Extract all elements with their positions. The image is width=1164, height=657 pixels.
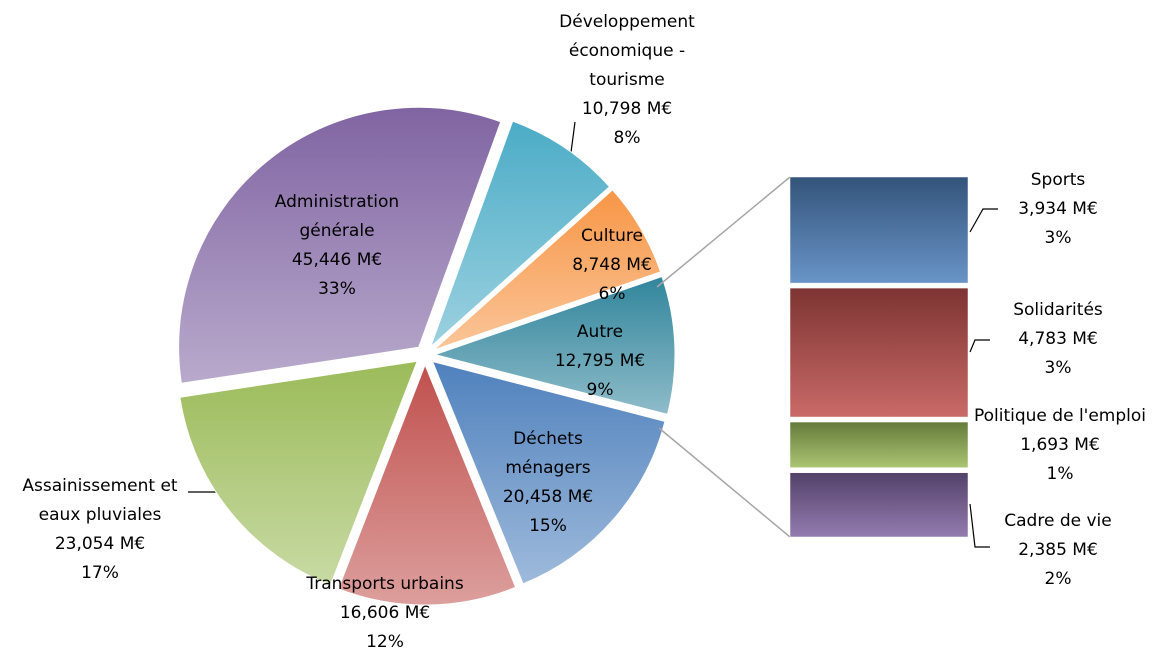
- data-label: Culture 8,748 M€ 6%: [562, 222, 662, 309]
- label-percent: 33%: [318, 279, 356, 299]
- bar-segment: [789, 472, 969, 538]
- pie-slice: [337, 363, 517, 606]
- leader-line: [969, 503, 990, 548]
- label-value: 23,054 M€: [54, 534, 146, 554]
- label-name: Politique de l'emploi: [973, 406, 1147, 426]
- data-label: Déchets ménagers 20,458 M€ 15%: [493, 425, 603, 541]
- label-value: 10,798 M€: [581, 99, 673, 119]
- pie-slice: [179, 360, 418, 586]
- label-percent: 9%: [586, 380, 614, 400]
- label-percent: 6%: [598, 284, 626, 304]
- data-label: Administration générale 45,446 M€ 33%: [262, 188, 412, 304]
- label-value: 4,783 M€: [1018, 329, 1098, 349]
- data-label: Politique de l'emploi 1,693 M€ 1%: [955, 402, 1164, 489]
- label-value: 45,446 M€: [291, 250, 383, 270]
- label-percent: 1%: [1046, 464, 1074, 484]
- label-name: Développement économique - tourisme: [559, 12, 695, 90]
- label-percent: 3%: [1044, 228, 1072, 248]
- pie-slice: [433, 189, 662, 351]
- data-label: Assainissement et eaux pluviales 23,054 M…: [8, 472, 193, 588]
- label-name: Solidarités: [1013, 300, 1103, 320]
- label-percent: 2%: [1044, 569, 1072, 589]
- label-name: Sports: [1030, 170, 1086, 190]
- data-label: Autre 12,795 M€ 9%: [545, 318, 655, 405]
- label-name: Autre: [576, 322, 624, 342]
- label-percent: 17%: [81, 563, 119, 583]
- bar-segment: [789, 287, 969, 418]
- label-value: 3,934 M€: [1018, 199, 1098, 219]
- connector-line: [658, 427, 791, 538]
- bar-segment: [789, 421, 969, 468]
- data-label: Sports 3,934 M€ 3%: [988, 166, 1128, 253]
- label-name: Transports urbains: [306, 574, 464, 594]
- data-label: Cadre de vie 2,385 M€ 2%: [988, 507, 1128, 594]
- data-label: Solidarités 4,783 M€ 3%: [988, 296, 1128, 383]
- label-value: 8,748 M€: [572, 255, 652, 275]
- leader-lines: [188, 121, 998, 548]
- label-name: Administration générale: [274, 192, 400, 241]
- label-name: Assainissement et eaux pluviales: [22, 476, 178, 525]
- data-label: Transports urbains 16,606 M€ 12%: [285, 570, 485, 657]
- label-value: 16,606 M€: [339, 603, 431, 623]
- pie-slice: [430, 120, 611, 348]
- connector-line: [656, 176, 791, 288]
- label-value: 2,385 M€: [1018, 540, 1098, 560]
- label-percent: 15%: [529, 516, 567, 536]
- label-name: Déchets ménagers: [505, 429, 591, 478]
- pie-slice: [433, 275, 676, 416]
- pie-slice: [431, 360, 666, 585]
- label-name: Culture: [581, 226, 643, 246]
- label-value: 12,795 M€: [554, 351, 646, 371]
- label-value: 20,458 M€: [502, 487, 594, 507]
- leader-line: [969, 339, 990, 353]
- bar-segment: [789, 176, 969, 284]
- data-label: Développement économique - tourisme 10,79…: [540, 8, 715, 153]
- leader-line: [969, 208, 998, 233]
- label-percent: 3%: [1044, 358, 1072, 378]
- label-percent: 12%: [366, 632, 404, 652]
- label-percent: 8%: [613, 128, 641, 148]
- label-value: 1,693 M€: [1020, 435, 1100, 455]
- label-name: Cadre de vie: [1004, 511, 1112, 531]
- pie-slice: [178, 106, 502, 384]
